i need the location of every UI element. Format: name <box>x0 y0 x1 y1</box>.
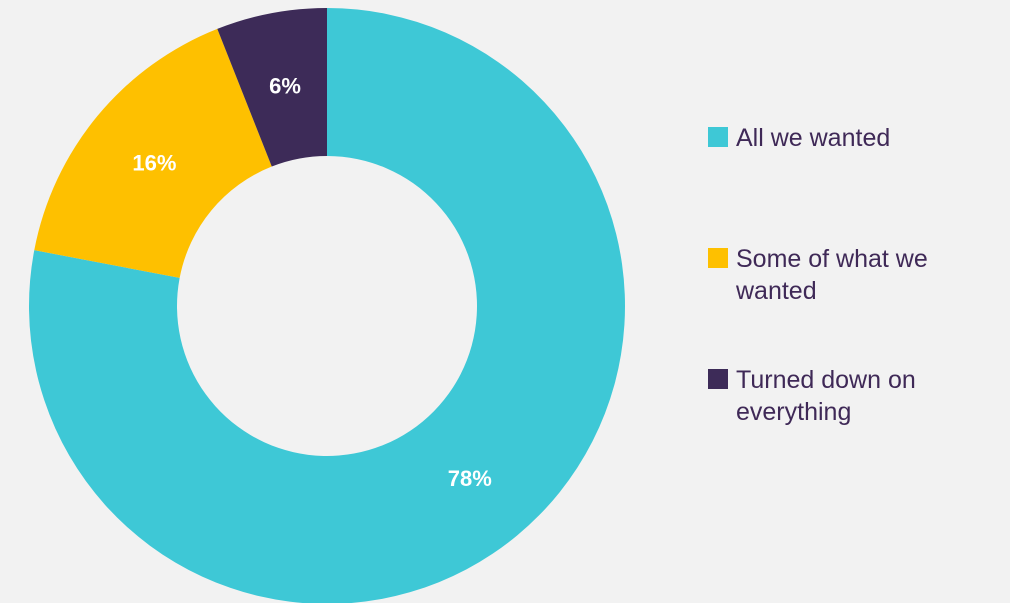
legend-item-all-we-wanted: All we wanted <box>708 122 991 154</box>
legend-label-all-we-wanted: All we wanted <box>736 124 891 152</box>
slice-label-turned-down-on-everything: 6% <box>269 73 301 98</box>
legend-swatch-all-we-wanted <box>708 127 728 147</box>
slice-all-we-wanted <box>29 8 625 603</box>
slice-some-of-what-we-wanted <box>34 28 272 278</box>
slice-label-some-of-what-we-wanted: 16% <box>132 151 176 176</box>
slice-labels: 78% 16% 6% <box>132 73 491 491</box>
legend-swatch-turned-down-on-everything <box>708 369 728 389</box>
legend-label-turned-down-on-everything: Turned down on everything <box>736 366 916 426</box>
slice-turned-down-on-everything <box>217 7 327 167</box>
legend-label-some-of-what-we-wanted: Some of what we wanted <box>736 245 928 305</box>
legend-item-some-of-what-we-wanted: Some of what we wanted <box>708 243 991 307</box>
legend-swatch-some-of-what-we-wanted <box>708 248 728 268</box>
legend-item-turned-down-on-everything: Turned down on everything <box>708 364 991 428</box>
donut-slices <box>29 7 625 603</box>
slice-label-all-we-wanted: 78% <box>448 466 492 491</box>
